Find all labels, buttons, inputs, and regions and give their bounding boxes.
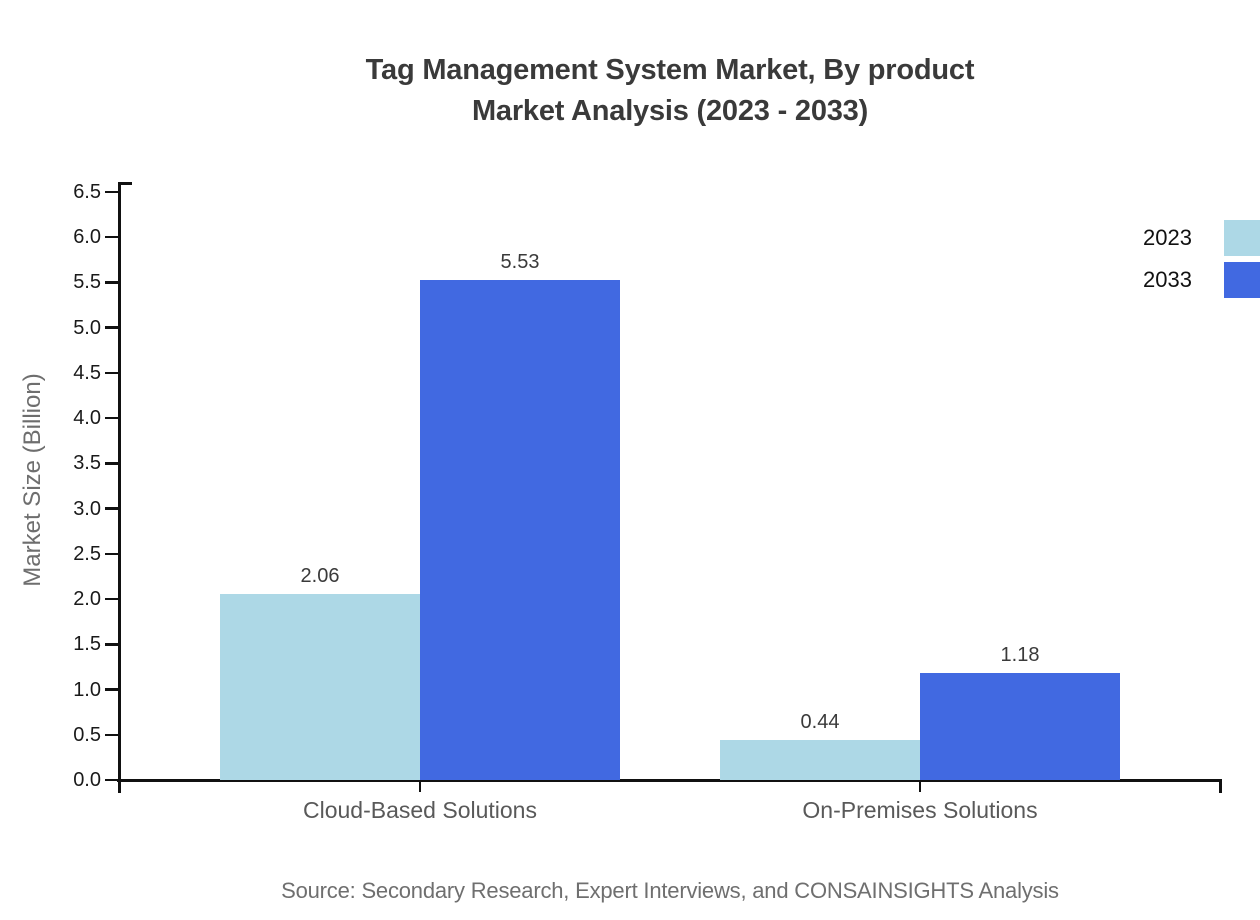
y-tick-label: 6.0 (73, 226, 101, 249)
y-tick-mark (105, 597, 119, 601)
y-tick-label: 3.5 (73, 452, 101, 475)
legend-item-2033: 2033 (1044, 262, 1260, 298)
legend-item-2023: 2023 (1044, 220, 1260, 256)
x-axis-end-cap (1219, 779, 1222, 793)
bar-2023 (720, 740, 920, 780)
y-tick-mark (105, 778, 119, 782)
y-tick-mark (105, 688, 119, 691)
bar-value-label: 5.53 (500, 250, 540, 273)
y-tick-mark (105, 733, 119, 737)
bar-2033 (920, 673, 1120, 780)
legend-label-2033: 2033 (1143, 267, 1192, 292)
x-category-label: On-Premises Solutions (802, 797, 1038, 823)
y-tick-mark (105, 235, 119, 239)
y-tick-mark (105, 552, 119, 556)
y-tick-mark (105, 326, 119, 329)
y-tick-mark (105, 416, 119, 420)
legend-swatch-2023-icon (1224, 220, 1260, 256)
x-tick-mark (918, 780, 922, 792)
bar-2033 (420, 279, 620, 780)
y-tick-mark (105, 643, 119, 646)
bar-value-label: 0.44 (800, 711, 840, 734)
bar-2023 (220, 593, 420, 780)
y-tick-mark (105, 371, 119, 375)
chart-title-line2: Market Analysis (2023 - 2033) (471, 95, 869, 127)
y-tick-label: 4.5 (73, 361, 101, 384)
x-category-label: Cloud-Based Solutions (303, 797, 537, 823)
y-tick-mark (105, 281, 119, 284)
y-axis-line (118, 182, 121, 793)
y-tick-label: 6.5 (73, 181, 101, 203)
y-tick-mark (105, 462, 119, 465)
legend-label-2023: 2023 (1143, 225, 1192, 250)
y-tick-label: 3.0 (73, 497, 101, 520)
x-tick-mark (418, 780, 422, 792)
y-tick-label: 2.5 (73, 542, 101, 565)
chart-title: Tag Management System Market, By product… (120, 50, 1220, 132)
y-tick-mark (105, 507, 119, 510)
y-axis-title: Market Size (Billion) (19, 373, 46, 587)
y-tick-label: 2.0 (73, 588, 101, 611)
y-tick-label: 1.5 (73, 633, 101, 656)
y-axis-end-cap (118, 182, 132, 185)
y-tick-label: 4.0 (73, 407, 101, 430)
y-tick-label: 0.0 (73, 769, 101, 791)
legend-swatch-2033-icon (1224, 262, 1260, 298)
chart-title-line1: Tag Management System Market, By product (365, 54, 975, 86)
y-tick-label: 1.0 (73, 678, 101, 701)
y-tick-label: 5.0 (73, 316, 101, 339)
y-tick-label: 5.5 (73, 271, 101, 294)
bar-value-label: 1.18 (1000, 644, 1040, 667)
source-attribution: Source: Secondary Research, Expert Inter… (281, 878, 1059, 903)
bar-value-label: 2.06 (300, 564, 340, 587)
y-tick-label: 0.5 (73, 723, 101, 746)
x-axis-line (117, 779, 1222, 782)
y-tick-mark (105, 190, 119, 194)
